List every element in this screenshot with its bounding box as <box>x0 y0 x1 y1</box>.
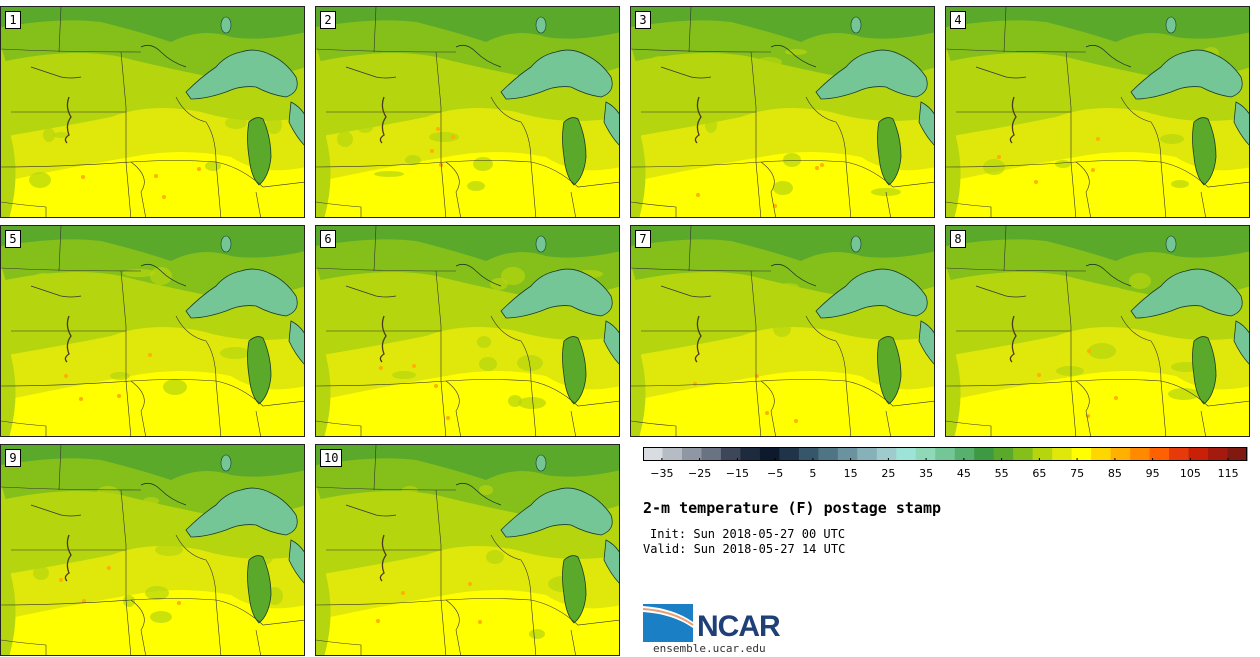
colorbar-swatch <box>1208 447 1229 461</box>
init-time: Init: Sun 2018-05-27 00 UTC <box>650 527 846 541</box>
colorbar-swatch <box>1188 447 1209 461</box>
map-panel-1: 1 <box>0 6 305 218</box>
colorbar-tick-label: 35 <box>919 467 934 480</box>
colorbar-swatch <box>896 447 917 461</box>
colorbar-tick-label: 5 <box>809 467 817 480</box>
colorbar-swatch <box>1052 447 1073 461</box>
map-panel-3: 3 <box>630 6 935 218</box>
colorbar-swatch <box>662 447 683 461</box>
colorbar-tick-label: 75 <box>1070 467 1085 480</box>
colorbar-tick-label: 115 <box>1217 467 1239 480</box>
colorbar-swatch <box>857 447 878 461</box>
colorbar-swatch <box>720 447 741 461</box>
ncar-logo-text: NCAR <box>697 610 781 643</box>
colorbar-swatch <box>701 447 722 461</box>
map-panel-8: 8 <box>945 225 1250 437</box>
map-panel-10: 10 <box>315 444 620 656</box>
colorbar-tick-label: −5 <box>766 467 784 480</box>
panel-label: 9 <box>5 449 21 467</box>
colorbar-tick-label: 105 <box>1179 467 1201 480</box>
colorbar-tick-label: 65 <box>1032 467 1047 480</box>
map-panel-5: 5 <box>0 225 305 437</box>
colorbar-swatch <box>818 447 839 461</box>
colorbar-tick-label: 15 <box>843 467 858 480</box>
colorbar-tick-label: 45 <box>956 467 971 480</box>
panel-label: 6 <box>320 230 336 248</box>
colorbar-swatch <box>954 447 975 461</box>
colorbar-swatch <box>935 447 956 461</box>
map-panel-7: 7 <box>630 225 935 437</box>
valid-time: Valid: Sun 2018-05-27 14 UTC <box>643 542 846 556</box>
panel-label: 8 <box>950 230 966 248</box>
colorbar-tick-label: 55 <box>994 467 1009 480</box>
colorbar-swatch <box>915 447 936 461</box>
panel-label: 4 <box>950 11 966 29</box>
colorbar-tick-label: −25 <box>687 467 712 480</box>
colorbar-swatch <box>643 447 663 461</box>
panel-label: 7 <box>635 230 651 248</box>
colorbar-swatch <box>993 447 1014 461</box>
colorbar-swatch <box>974 447 995 461</box>
panel-label: 3 <box>635 11 651 29</box>
colorbar-swatch <box>876 447 897 461</box>
colorbar-swatch <box>1013 447 1034 461</box>
source-url: ensemble.ucar.edu <box>653 642 766 655</box>
colorbar-swatch <box>1032 447 1053 461</box>
colorbar-swatch <box>1227 447 1248 461</box>
map-panel-4: 4 <box>945 6 1250 218</box>
panel-label: 10 <box>320 449 343 467</box>
chart-title: 2-m temperature (F) postage stamp <box>643 499 942 517</box>
colorbar-swatch <box>759 447 780 461</box>
panel-label: 2 <box>320 11 336 29</box>
colorbar-tick-label: −15 <box>725 467 749 480</box>
map-panel-6: 6 <box>315 225 620 437</box>
colorbar-tick-label: −35 <box>650 467 674 480</box>
panel-label: 1 <box>5 11 21 29</box>
colorbar-tick-label: 85 <box>1107 467 1122 480</box>
temperature-colorbar <box>643 447 1248 461</box>
colorbar-swatch <box>837 447 858 461</box>
colorbar-swatch <box>1169 447 1190 461</box>
colorbar-swatch <box>1091 447 1112 461</box>
colorbar-swatch <box>1149 447 1170 461</box>
panel-label: 5 <box>5 230 21 248</box>
colorbar-swatch <box>1071 447 1092 461</box>
colorbar-swatch <box>740 447 761 461</box>
colorbar-swatch <box>1130 447 1151 461</box>
colorbar-border <box>643 447 1247 461</box>
map-panel-2: 2 <box>315 6 620 218</box>
colorbar-swatch <box>798 447 819 461</box>
colorbar-swatch <box>779 447 800 461</box>
colorbar-swatch <box>1110 447 1131 461</box>
ncar-logo-icon <box>643 604 694 642</box>
colorbar-tick-label: 95 <box>1145 467 1160 480</box>
colorbar-swatch <box>681 447 702 461</box>
map-panel-9: 9 <box>0 444 305 656</box>
colorbar-tick-label: 25 <box>881 467 896 480</box>
